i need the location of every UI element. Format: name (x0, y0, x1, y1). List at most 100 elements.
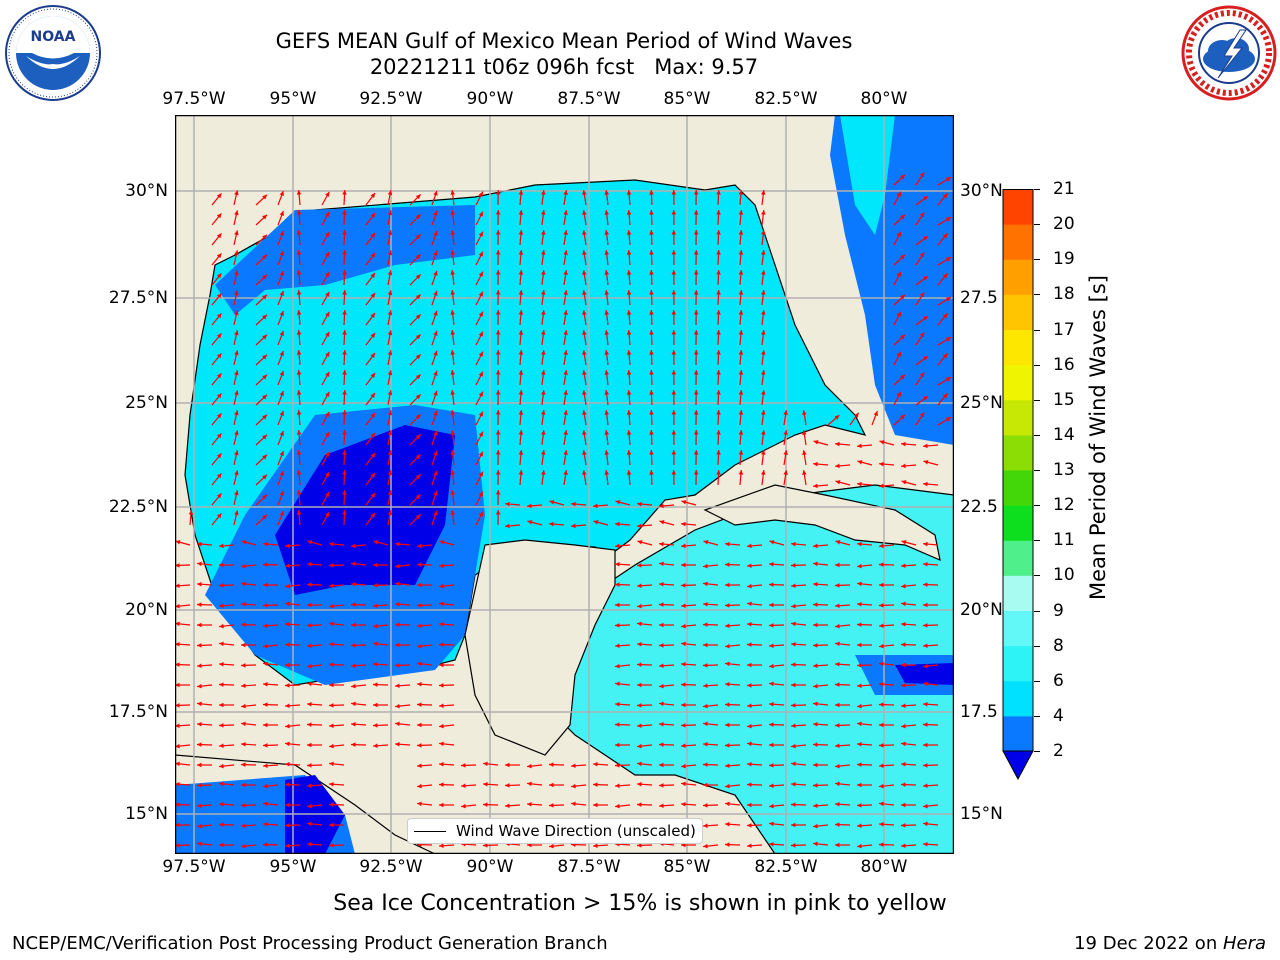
wind-wave-arrowhead (262, 234, 267, 240)
wind-wave-arrowhead (541, 230, 546, 235)
wind-wave-arrowhead (197, 602, 202, 607)
wind-wave-arrowhead (415, 194, 421, 200)
wind-wave-arrowhead (900, 214, 905, 220)
wind-wave-arrowhead (439, 601, 444, 607)
wind-wave-arrowhead (716, 310, 721, 315)
wind-wave-arrowhead (571, 501, 576, 507)
wind-wave-arrowhead (219, 583, 224, 588)
wind-wave-arrowhead (219, 702, 224, 708)
wind-wave-arrowhead (387, 490, 393, 496)
wind-wave-arrowhead (351, 582, 356, 587)
wind-wave-arrowhead (835, 763, 840, 769)
wind-wave-arrowhead (351, 543, 356, 549)
wind-wave-arrowhead (241, 843, 246, 849)
wind-wave-arrowhead (325, 511, 330, 517)
wind-wave-arrowhead (262, 294, 267, 300)
wind-wave-arrowhead (219, 682, 224, 687)
wind-wave-arrowhead (901, 441, 906, 447)
wind-wave-arrowhead (637, 563, 642, 568)
wind-wave-arrowhead (495, 370, 501, 375)
x-tick-bottom: 92.5°W (359, 857, 423, 877)
wind-wave-arrowhead (835, 822, 840, 827)
colorbar-tick-mark (1034, 715, 1040, 717)
wind-wave-arrowhead (857, 683, 862, 688)
wind-wave-arrowhead (659, 602, 664, 607)
wind-wave-arrowhead (649, 230, 654, 235)
wind-wave-arrowhead (604, 450, 609, 455)
generation-host: Hera (1222, 933, 1266, 954)
wind-wave-arrowhead (582, 450, 587, 455)
map-panel: Wind Wave Direction (unscaled) (174, 114, 955, 855)
wind-wave-arrowhead (175, 782, 180, 787)
wind-wave-arrowhead (417, 543, 422, 549)
wind-wave-arrowhead (329, 662, 334, 667)
wind-wave-arrowhead (433, 250, 438, 256)
wind-wave-arrowhead (835, 802, 840, 807)
wind-wave-arrowhead (175, 843, 180, 848)
chart-title: GEFS MEAN Gulf of Mexico Mean Period of … (275, 29, 853, 53)
wind-wave-arrowhead (279, 510, 284, 516)
wind-wave-arrowhead (582, 410, 587, 415)
colorbar-tick-mark (1034, 470, 1040, 471)
wind-wave-arrowhead (835, 641, 840, 647)
wind-wave-arrowhead (325, 271, 330, 277)
wind-wave-arrowhead (216, 193, 222, 199)
wind-wave-arrowhead (879, 743, 884, 748)
wind-wave-arrowhead (175, 540, 181, 545)
wind-wave-arrowhead (219, 802, 224, 807)
wind-wave-arrowhead (923, 722, 928, 727)
wind-wave-arrowhead (693, 450, 699, 455)
wind-wave-arrowhead (857, 762, 862, 767)
wind-wave-arrowhead (681, 521, 686, 527)
wind-wave-arrowhead (738, 470, 744, 475)
wind-wave-arrowhead (197, 841, 202, 847)
wind-wave-arrowhead (518, 450, 524, 455)
wind-wave-arrowhead (725, 743, 730, 748)
wind-wave-arrowhead (604, 410, 609, 415)
wind-wave-arrowhead (175, 761, 180, 767)
wind-wave-arrowhead (370, 373, 376, 378)
wind-wave-arrowhead (626, 410, 632, 415)
wind-wave-arrowhead (527, 802, 532, 807)
wind-wave-arrowhead (450, 230, 455, 235)
wind-wave-arrowhead (835, 463, 840, 469)
wind-wave-arrowhead (478, 411, 483, 417)
wind-wave-arrowhead (433, 450, 438, 456)
wind-wave-arrowhead (615, 643, 620, 648)
wind-wave-arrowhead (450, 410, 455, 415)
wind-wave-arrowhead (234, 390, 239, 396)
wind-wave-arrowhead (693, 430, 699, 435)
wind-wave-arrowhead (342, 290, 347, 295)
wind-wave-arrowhead (919, 372, 925, 378)
wind-wave-arrowhead (541, 350, 546, 355)
wind-wave-arrowhead (450, 330, 455, 335)
wind-wave-arrowhead (329, 563, 334, 568)
wind-wave-arrowhead (923, 702, 928, 707)
wind-wave-arrowhead (703, 563, 708, 569)
wind-wave-arrowhead (370, 413, 376, 418)
wind-wave-arrowhead (747, 622, 752, 627)
wind-wave-arrowhead (325, 431, 330, 437)
wind-wave-arrowhead (671, 390, 677, 395)
wind-wave-arrowhead (681, 662, 686, 667)
wind-wave-arrowhead (518, 290, 524, 295)
wind-wave-arrowhead (626, 330, 632, 335)
deep-blue-region (215, 205, 475, 315)
map-legend: Wind Wave Direction (unscaled) (407, 818, 703, 844)
colorbar-tick-mark (1034, 224, 1040, 226)
wind-wave-arrowhead (370, 513, 376, 518)
colorbar-segment (1003, 259, 1033, 295)
wind-wave-arrowhead (769, 540, 775, 545)
wind-wave-arrowhead (478, 351, 483, 357)
wind-wave-arrowhead (716, 410, 721, 415)
colorbar-tick-mark (1034, 294, 1040, 296)
wind-wave-arrowhead (725, 562, 730, 567)
wind-wave-arrowhead (738, 310, 744, 315)
wind-wave-arrowhead (495, 210, 501, 215)
wind-wave-arrowhead (725, 582, 730, 588)
wind-wave-arrowhead (813, 582, 818, 587)
y-tick-right: 22.5 (960, 497, 998, 517)
wind-wave-arrowhead (370, 353, 376, 358)
wind-wave-arrowhead (879, 682, 884, 687)
wind-wave-arrowhead (262, 494, 267, 500)
